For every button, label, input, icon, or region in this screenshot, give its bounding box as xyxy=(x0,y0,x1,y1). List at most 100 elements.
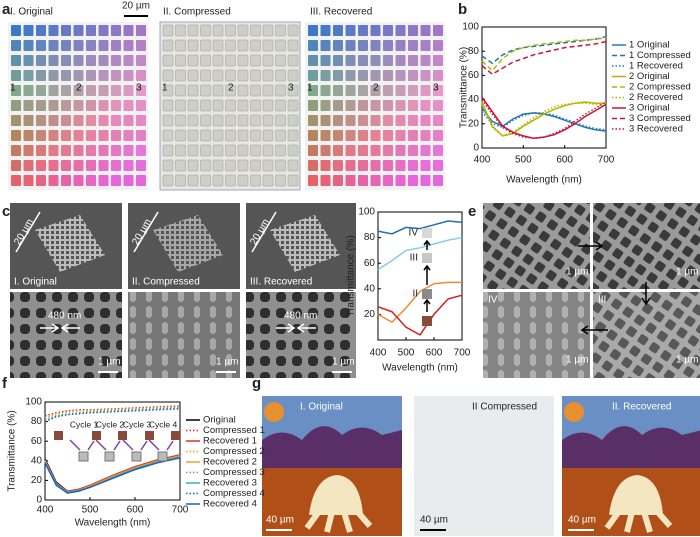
pixel xyxy=(262,174,274,187)
pixel xyxy=(345,115,356,126)
pixel xyxy=(225,54,236,67)
pixel xyxy=(275,159,286,172)
pixel xyxy=(111,25,121,36)
pixel xyxy=(11,160,21,171)
pixel xyxy=(250,69,261,82)
pixel xyxy=(175,144,186,157)
pixel xyxy=(287,144,299,157)
pixel xyxy=(358,115,368,126)
pixel xyxy=(433,130,443,141)
pixel xyxy=(123,40,134,51)
panel-label: e xyxy=(468,203,476,220)
series-line xyxy=(377,294,463,336)
pixel xyxy=(320,175,331,186)
pixel xyxy=(111,145,121,156)
pixel xyxy=(48,175,59,186)
scale-bar-label: 1 µm xyxy=(566,355,588,366)
panel-label: a xyxy=(2,1,11,18)
pixel xyxy=(200,24,211,37)
pixel xyxy=(73,175,84,186)
x-tick-label: 600 xyxy=(426,348,443,359)
hills xyxy=(262,426,402,468)
pixel xyxy=(345,25,356,36)
pixel xyxy=(175,174,186,187)
pixel xyxy=(36,40,46,51)
pixel xyxy=(275,69,286,82)
pixel xyxy=(123,100,134,111)
pixel xyxy=(250,39,261,52)
pixel xyxy=(408,55,418,66)
pixel xyxy=(287,99,299,112)
pixel xyxy=(370,130,381,141)
x-tick-label: 400 xyxy=(37,505,54,516)
pixel xyxy=(287,174,299,187)
pixel xyxy=(250,129,261,142)
pixel xyxy=(73,130,84,141)
pixel xyxy=(287,69,299,82)
series-line xyxy=(481,37,607,72)
pixel xyxy=(48,25,59,36)
pixel xyxy=(383,70,393,81)
pixel xyxy=(175,99,186,112)
pixel xyxy=(200,99,211,112)
pixel xyxy=(123,175,134,186)
pixel xyxy=(333,70,343,81)
pixel xyxy=(333,130,343,141)
y-tick-label: 100 xyxy=(462,22,479,33)
marker-label: 3 xyxy=(433,83,439,94)
scale-bar-label: 1 µm xyxy=(676,355,698,366)
pixel xyxy=(225,144,236,157)
annotation: IV xyxy=(409,228,419,239)
legend-label: Original xyxy=(203,415,236,426)
pixel xyxy=(48,160,59,171)
image-label: IV xyxy=(488,295,498,306)
series-line xyxy=(481,102,607,137)
state-icon xyxy=(422,253,432,263)
pixel xyxy=(73,100,84,111)
x-tick-label: 500 xyxy=(398,348,415,359)
pixel xyxy=(61,70,71,81)
pixel xyxy=(237,99,249,112)
pixel xyxy=(175,129,186,142)
arrow xyxy=(148,439,174,451)
pixel xyxy=(250,54,261,67)
pixel xyxy=(395,55,406,66)
pixel xyxy=(420,40,431,51)
annotation: Cycle 4 xyxy=(149,419,178,429)
x-tick-label: 700 xyxy=(454,348,471,359)
image-title: II Compressed xyxy=(472,402,537,413)
pixel xyxy=(370,115,381,126)
pixel xyxy=(383,145,393,156)
y-tick-label: 100 xyxy=(358,207,375,218)
pixel xyxy=(162,114,174,127)
pixel xyxy=(61,115,71,126)
pixel xyxy=(395,100,406,111)
pixel xyxy=(225,174,236,187)
pixel xyxy=(136,70,146,81)
pixel xyxy=(162,159,174,172)
pixel xyxy=(111,115,121,126)
pixel xyxy=(250,159,261,172)
pixel xyxy=(86,145,96,156)
legend-label: 3 Recovered xyxy=(629,124,683,135)
pixel xyxy=(308,175,318,186)
x-tick-label: 700 xyxy=(598,155,615,166)
y-tick-label: 0 xyxy=(473,143,479,154)
pixel xyxy=(111,85,121,96)
y-axis-title: Transmittance (%) xyxy=(459,47,470,128)
pixel xyxy=(187,54,199,67)
pixel xyxy=(61,85,71,96)
pixel xyxy=(358,130,368,141)
pixel xyxy=(320,55,331,66)
pixel xyxy=(187,69,199,82)
pixel xyxy=(61,145,71,156)
pixel xyxy=(175,39,186,52)
pixel xyxy=(225,24,236,37)
pixel xyxy=(212,129,224,142)
pixel xyxy=(98,160,109,171)
pixel xyxy=(23,100,34,111)
pixel xyxy=(23,70,34,81)
pixel xyxy=(433,145,443,156)
pixel xyxy=(111,130,121,141)
